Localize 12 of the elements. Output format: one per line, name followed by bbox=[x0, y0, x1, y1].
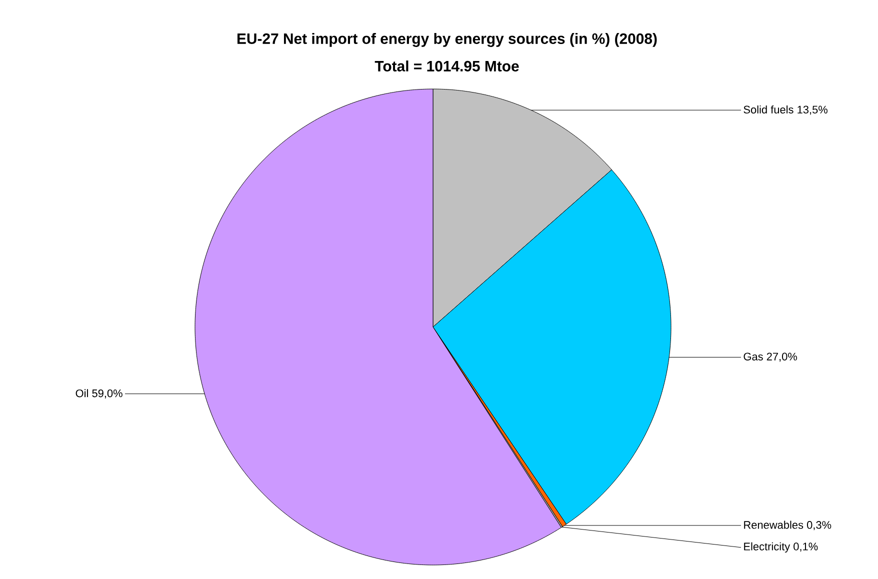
data-label: 0,3% bbox=[806, 521, 832, 530]
data-label: 0,1% bbox=[794, 542, 818, 552]
chart-title: EU-27 Net import of energy by energy sources (in %) (2008) bbox=[237, 32, 657, 47]
chart-subtitle: Total = 1014.95 Mtoe bbox=[374, 60, 519, 72]
slice-label: Solid fuels bbox=[744, 105, 794, 114]
data-label: 59,0% bbox=[92, 389, 122, 398]
slice-label: Renewables bbox=[744, 520, 804, 529]
data-label: 27,0% bbox=[766, 352, 798, 362]
slice-label: Electricity bbox=[744, 542, 790, 553]
slice-label: Oil bbox=[76, 389, 88, 398]
data-label: 13,5% bbox=[798, 106, 828, 115]
slice-label: Gas bbox=[744, 352, 763, 360]
